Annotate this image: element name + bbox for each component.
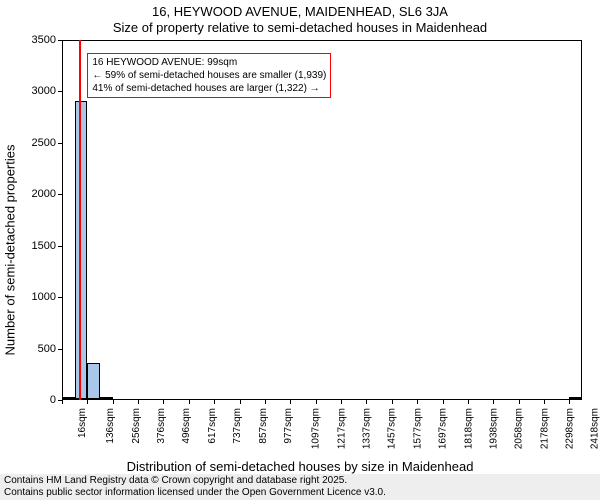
xtick-mark xyxy=(417,400,418,404)
infobox-line: ← 59% of semi-detached houses are smalle… xyxy=(92,69,326,82)
title-description: Size of property relative to semi-detach… xyxy=(0,20,600,35)
xtick-label: 1938sqm xyxy=(489,408,500,449)
ytick-label: 2000 xyxy=(32,188,56,200)
xtick-label: 1337sqm xyxy=(362,408,373,449)
xtick-label: 256sqm xyxy=(130,408,141,444)
xtick-label: 2058sqm xyxy=(514,408,525,449)
ytick-mark xyxy=(58,194,62,195)
ytick-mark xyxy=(58,246,62,247)
xtick-mark xyxy=(62,400,63,404)
ytick-mark xyxy=(58,349,62,350)
xtick-label: 2298sqm xyxy=(565,408,576,449)
xtick-mark xyxy=(341,400,342,404)
figure: 16, HEYWOOD AVENUE, MAIDENHEAD, SL6 3JA … xyxy=(0,0,600,500)
xtick-label: 376sqm xyxy=(156,408,167,444)
xtick-label: 16sqm xyxy=(77,408,88,438)
footer: Contains HM Land Registry data © Crown c… xyxy=(0,474,600,500)
ytick-label: 0 xyxy=(50,394,56,406)
xtick-label: 2418sqm xyxy=(590,408,600,449)
xtick-mark xyxy=(290,400,291,404)
xtick-mark xyxy=(316,400,317,404)
xtick-mark xyxy=(569,400,570,404)
xtick-label: 857sqm xyxy=(257,408,268,444)
ytick-label: 1500 xyxy=(32,240,56,252)
ytick-mark xyxy=(58,297,62,298)
xtick-label: 136sqm xyxy=(105,408,116,444)
histogram-bar xyxy=(75,101,88,399)
histogram-bar xyxy=(62,397,75,399)
xtick-mark xyxy=(366,400,367,404)
title-address: 16, HEYWOOD AVENUE, MAIDENHEAD, SL6 3JA xyxy=(0,4,600,19)
xtick-label: 617sqm xyxy=(207,408,218,444)
xtick-mark xyxy=(87,400,88,404)
ytick-label: 2500 xyxy=(32,137,56,149)
histogram-bar xyxy=(87,363,100,399)
infobox-line: 41% of semi-detached houses are larger (… xyxy=(92,82,326,95)
ytick-label: 3500 xyxy=(32,34,56,46)
xtick-label: 496sqm xyxy=(181,408,192,444)
xtick-mark xyxy=(493,400,494,404)
ytick-label: 3000 xyxy=(32,85,56,97)
ytick-mark xyxy=(58,91,62,92)
plot-area: 050010001500200025003000350016sqm136sqm2… xyxy=(62,40,582,400)
xtick-mark xyxy=(443,400,444,404)
property-marker-line xyxy=(79,40,81,400)
ytick-mark xyxy=(58,143,62,144)
histogram-bar xyxy=(569,397,582,399)
xtick-mark xyxy=(240,400,241,404)
xtick-label: 1457sqm xyxy=(387,408,398,449)
infobox-line: 16 HEYWOOD AVENUE: 99sqm xyxy=(92,56,326,69)
xtick-label: 1818sqm xyxy=(463,408,474,449)
xtick-mark xyxy=(163,400,164,404)
xtick-mark xyxy=(468,400,469,404)
xtick-label: 977sqm xyxy=(283,408,294,444)
xtick-mark xyxy=(544,400,545,404)
xtick-label: 2178sqm xyxy=(539,408,550,449)
xtick-label: 1577sqm xyxy=(412,408,423,449)
ytick-mark xyxy=(58,40,62,41)
x-axis-label: Distribution of semi-detached houses by … xyxy=(0,459,600,474)
ytick-label: 1000 xyxy=(32,291,56,303)
ytick-label: 500 xyxy=(38,343,56,355)
xtick-mark xyxy=(265,400,266,404)
footer-line-2: Contains public sector information licen… xyxy=(4,487,596,499)
xtick-mark xyxy=(113,400,114,404)
xtick-label: 1097sqm xyxy=(311,408,322,449)
xtick-mark xyxy=(138,400,139,404)
xtick-mark xyxy=(189,400,190,404)
xtick-mark xyxy=(392,400,393,404)
xtick-mark xyxy=(214,400,215,404)
histogram-bar xyxy=(100,397,113,399)
footer-line-1: Contains HM Land Registry data © Crown c… xyxy=(4,475,596,487)
xtick-label: 1217sqm xyxy=(336,408,347,449)
xtick-mark xyxy=(519,400,520,404)
infobox: 16 HEYWOOD AVENUE: 99sqm← 59% of semi-de… xyxy=(87,53,331,98)
y-axis-label: Number of semi-detached properties xyxy=(3,145,18,356)
xtick-label: 737sqm xyxy=(232,408,243,444)
xtick-label: 1697sqm xyxy=(438,408,449,449)
